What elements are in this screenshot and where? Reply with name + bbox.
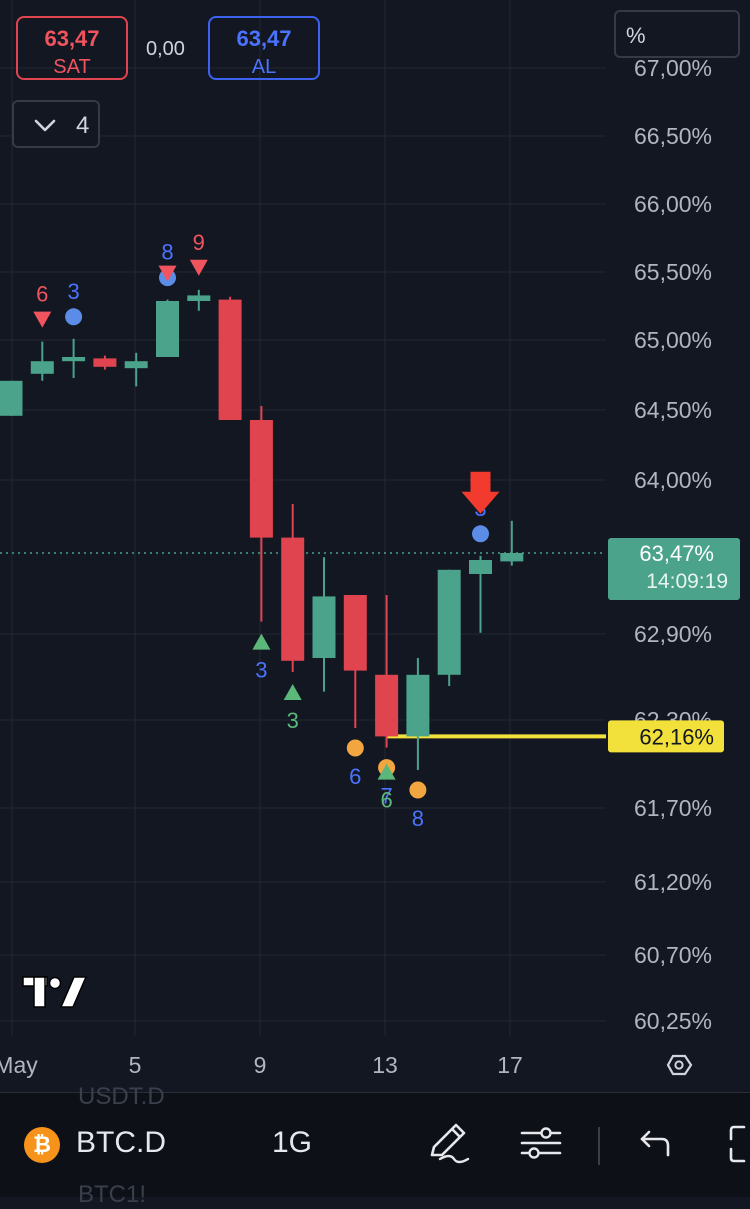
candle-up bbox=[469, 560, 492, 574]
spread-value: 0,00 bbox=[146, 38, 185, 60]
y-tick-label: 66,50% bbox=[634, 123, 712, 149]
candle-up bbox=[30, 361, 54, 374]
y-tick-label: 62,90% bbox=[634, 621, 712, 647]
tradingview-logo bbox=[22, 976, 88, 1008]
sell-button[interactable]: 63,47 SAT bbox=[16, 16, 128, 80]
candle-up bbox=[124, 361, 148, 369]
candle-up bbox=[406, 674, 430, 737]
x-tick-label: 17 bbox=[497, 1052, 523, 1078]
chart-settings-icon bbox=[666, 1054, 693, 1076]
candle-up bbox=[156, 301, 179, 357]
last-price-value: 63,47% bbox=[639, 541, 714, 566]
signal-dot-marker bbox=[65, 308, 83, 326]
marker-count-label: 9 bbox=[193, 230, 205, 255]
chart-area[interactable]: 63893367683 67,00%66,50%66,00%65,50%65,0… bbox=[0, 0, 750, 1092]
buy-price: 63,47 bbox=[236, 26, 292, 51]
y-tick-label: 67,00% bbox=[634, 55, 712, 81]
candle-up bbox=[312, 596, 336, 658]
signal-dot-marker bbox=[472, 525, 489, 543]
marker-count-label: 6 bbox=[380, 788, 392, 813]
triangle-up-marker bbox=[252, 633, 271, 650]
marker-count-label: 3 bbox=[287, 708, 299, 733]
y-tick-label: 60,70% bbox=[634, 942, 712, 968]
support-price-value: 62,16% bbox=[639, 724, 714, 749]
chart-settings-icon-center bbox=[674, 1060, 684, 1070]
x-tick-label: 13 bbox=[372, 1052, 398, 1078]
y-tick-label: 65,00% bbox=[634, 327, 712, 353]
candle-up bbox=[187, 295, 211, 301]
chevron-down-icon bbox=[34, 119, 56, 132]
triangle-down-marker bbox=[158, 265, 177, 282]
interval-selector[interactable]: 1G bbox=[272, 1126, 313, 1159]
buy-label: AL bbox=[251, 56, 277, 78]
candle-up bbox=[437, 569, 461, 675]
y-tick-label: 64,50% bbox=[634, 397, 712, 423]
marker-count-label: 6 bbox=[36, 282, 48, 307]
marker-count-label: 7 bbox=[380, 784, 392, 809]
marker-count-label: 8 bbox=[161, 240, 173, 265]
triangle-down-marker bbox=[33, 311, 52, 328]
buy-button[interactable]: 63,47 AL bbox=[208, 16, 320, 80]
candle-up bbox=[0, 380, 23, 416]
sell-arrow-marker bbox=[461, 471, 500, 514]
signal-dot-marker bbox=[346, 739, 364, 757]
bottom-toolbar: USDT.D ₿ BTC.D 1G BTC1! bbox=[0, 1083, 750, 1208]
sell-label: SAT bbox=[53, 56, 91, 78]
support-price-badge bbox=[608, 720, 724, 753]
candle-down bbox=[93, 358, 117, 367]
indicator-collapse-button[interactable]: 4 bbox=[12, 100, 100, 148]
y-tick-label: 60,25% bbox=[634, 1008, 712, 1034]
bar-countdown: 14:09:19 bbox=[646, 570, 728, 593]
watchlist-next-symbol: BTC1! bbox=[78, 1181, 147, 1208]
pencil-icon[interactable] bbox=[424, 1119, 470, 1165]
x-tick-label: 9 bbox=[254, 1052, 267, 1078]
x-tick-label: 5 bbox=[129, 1052, 142, 1078]
signal-dot-marker bbox=[409, 781, 427, 799]
indicator-count: 4 bbox=[76, 112, 90, 139]
last-price-badge bbox=[608, 538, 740, 600]
triangle-up-marker bbox=[283, 684, 302, 700]
marker-count-label: 3 bbox=[67, 279, 79, 304]
candle-up bbox=[500, 553, 524, 562]
bitcoin-icon: ₿ bbox=[24, 1127, 60, 1163]
y-tick-label: 65,50% bbox=[634, 259, 712, 285]
candle-down bbox=[249, 420, 273, 538]
price-chart[interactable]: 63893367683 67,00%66,50%66,00%65,50%65,0… bbox=[0, 0, 750, 1092]
marker-count-label: 3 bbox=[255, 658, 267, 683]
y-tick-label: 61,70% bbox=[634, 795, 712, 821]
watchlist-prev-symbol: USDT.D bbox=[78, 1083, 165, 1110]
percent-scale-button[interactable]: % bbox=[614, 10, 740, 58]
y-tick-label: 64,00% bbox=[634, 467, 712, 493]
candle-down bbox=[281, 537, 305, 661]
marker-count-label: 6 bbox=[349, 764, 361, 789]
y-tick-label: 66,00% bbox=[634, 191, 712, 217]
y-tick-label: 61,20% bbox=[634, 869, 712, 895]
percent-scale-label: % bbox=[626, 23, 646, 48]
indicator-settings-icon[interactable] bbox=[518, 1123, 564, 1163]
symbol-selector[interactable]: BTC.D bbox=[76, 1126, 166, 1159]
sell-price: 63,47 bbox=[44, 26, 100, 51]
fullscreen-icon[interactable] bbox=[728, 1123, 750, 1165]
triangle-down-marker bbox=[189, 259, 208, 276]
candle-down bbox=[218, 299, 242, 420]
toolbar-divider bbox=[598, 1127, 600, 1165]
candle-down bbox=[375, 674, 399, 737]
candle-down bbox=[343, 595, 367, 671]
candle-up bbox=[62, 357, 86, 362]
undo-icon[interactable] bbox=[636, 1125, 672, 1161]
triangle-up-marker bbox=[377, 763, 396, 780]
x-tick-label: May bbox=[0, 1052, 38, 1078]
marker-count-label: 8 bbox=[412, 806, 424, 831]
